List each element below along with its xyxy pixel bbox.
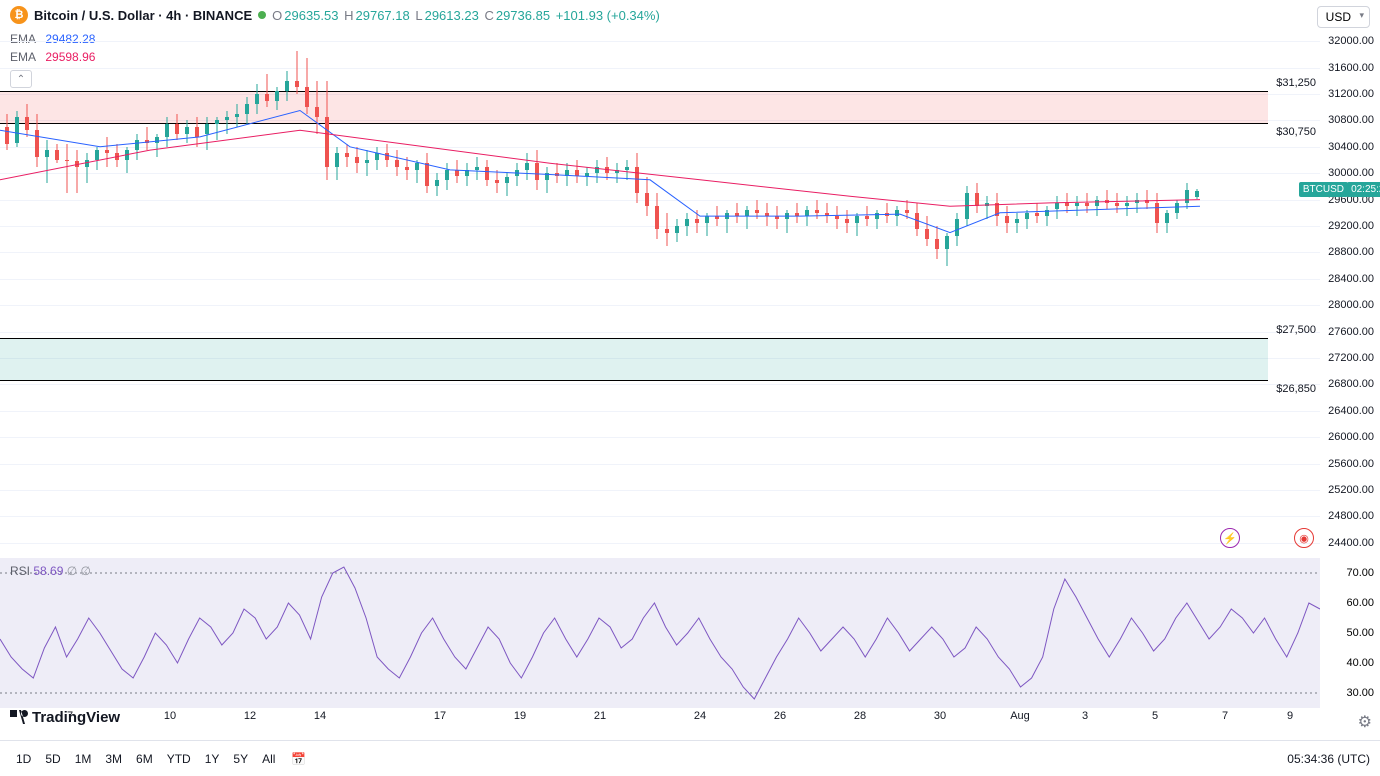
gridline xyxy=(0,68,1320,69)
price-tick: 31600.00 xyxy=(1328,62,1374,74)
gridline xyxy=(0,305,1320,306)
gridline xyxy=(0,490,1320,491)
price-axis[interactable]: 32000.00 31600.00 31200.00 30800.00 30400.00… xyxy=(1320,28,1380,556)
price-tick: 30000.00 xyxy=(1328,167,1374,179)
time-tick: 10 xyxy=(164,710,176,722)
flag-icon[interactable]: ◉ xyxy=(1294,528,1314,548)
timeframe-5D[interactable]: 5D xyxy=(39,748,66,770)
rsi-label[interactable]: RSI 58.69 ∅ ∅ xyxy=(10,564,91,578)
price-tick: 25200.00 xyxy=(1328,484,1374,496)
time-tick: 7 xyxy=(1222,710,1228,722)
time-tick: Aug xyxy=(1010,710,1030,722)
bitcoin-icon: ₿ xyxy=(10,6,28,24)
gridline xyxy=(0,252,1320,253)
calendar-icon[interactable]: 📅 xyxy=(291,752,306,766)
price-tick: 24800.00 xyxy=(1328,510,1374,522)
gridline xyxy=(0,516,1320,517)
price-tick: 26000.00 xyxy=(1328,431,1374,443)
support-top-label: $27,500 xyxy=(1276,324,1316,336)
countdown-badge: 02:25:24 xyxy=(1347,182,1380,197)
settings-icon[interactable]: ⚙ xyxy=(1358,712,1372,732)
market-status-dot xyxy=(258,11,266,19)
rsi-tick: 70.00 xyxy=(1346,567,1374,579)
price-tick: 29200.00 xyxy=(1328,220,1374,232)
support-zone xyxy=(0,338,1268,381)
price-tick: 27600.00 xyxy=(1328,326,1374,338)
ohlc-values: O29635.53 H29767.18 L29613.23 C29736.85 … xyxy=(272,8,662,23)
price-tick: 30800.00 xyxy=(1328,114,1374,126)
gridline xyxy=(0,464,1320,465)
time-tick: 14 xyxy=(314,710,326,722)
gridline xyxy=(0,543,1320,544)
time-tick: 28 xyxy=(854,710,866,722)
currency-select[interactable]: USD xyxy=(1317,6,1370,28)
gridline xyxy=(0,411,1320,412)
symbol-badge: BTCUSD xyxy=(1299,182,1348,197)
rsi-tick: 60.00 xyxy=(1346,597,1374,609)
gridline xyxy=(0,332,1320,333)
tradingview-logo: TradingView xyxy=(10,708,120,726)
price-tick: 26800.00 xyxy=(1328,378,1374,390)
price-chart[interactable]: $31,250 $30,750 $27,500 $26,850 ⚡ ◉ xyxy=(0,28,1320,556)
time-tick: 17 xyxy=(434,710,446,722)
resistance-zone xyxy=(0,91,1268,124)
time-tick: 19 xyxy=(514,710,526,722)
timeframe-1Y[interactable]: 1Y xyxy=(199,748,226,770)
time-tick: 26 xyxy=(774,710,786,722)
rsi-tick: 40.00 xyxy=(1346,657,1374,669)
price-tick: 27200.00 xyxy=(1328,352,1374,364)
price-tick: 30400.00 xyxy=(1328,141,1374,153)
timeframe-3M[interactable]: 3M xyxy=(99,748,128,770)
timeframe-1M[interactable]: 1M xyxy=(69,748,98,770)
price-tick: 26400.00 xyxy=(1328,405,1374,417)
rsi-tick: 30.00 xyxy=(1346,687,1374,699)
chart-header: ₿ Bitcoin / U.S. Dollar · 4h · BINANCE O… xyxy=(0,0,1380,30)
gridline xyxy=(0,437,1320,438)
gridline xyxy=(0,173,1320,174)
rsi-tick: 50.00 xyxy=(1346,627,1374,639)
rsi-axis[interactable]: 70.00 60.00 50.00 40.00 30.00 xyxy=(1320,558,1380,708)
time-tick: 24 xyxy=(694,710,706,722)
symbol-title[interactable]: Bitcoin / U.S. Dollar · 4h · BINANCE xyxy=(34,8,252,23)
price-tick: 32000.00 xyxy=(1328,35,1374,47)
gridline xyxy=(0,147,1320,148)
time-tick: 30 xyxy=(934,710,946,722)
gridline xyxy=(0,41,1320,42)
price-tick: 31200.00 xyxy=(1328,88,1374,100)
time-tick: 12 xyxy=(244,710,256,722)
gridline xyxy=(0,384,1320,385)
gridline xyxy=(0,200,1320,201)
resistance-bottom-label: $30,750 xyxy=(1276,126,1316,138)
resistance-top-label: $31,250 xyxy=(1276,77,1316,89)
time-tick: 9 xyxy=(1287,710,1293,722)
gridline xyxy=(0,226,1320,227)
timeframe-All[interactable]: All xyxy=(256,748,281,770)
timeframe-5Y[interactable]: 5Y xyxy=(227,748,254,770)
time-tick: 5 xyxy=(1152,710,1158,722)
price-tick: 28800.00 xyxy=(1328,246,1374,258)
timeframe-YTD[interactable]: YTD xyxy=(161,748,197,770)
price-tick: 28000.00 xyxy=(1328,299,1374,311)
clock: 05:34:36 (UTC) xyxy=(1287,752,1370,766)
lightning-icon[interactable]: ⚡ xyxy=(1220,528,1240,548)
time-tick: 21 xyxy=(594,710,606,722)
support-bottom-label: $26,850 xyxy=(1276,383,1316,395)
price-tick: 28400.00 xyxy=(1328,273,1374,285)
gridline xyxy=(0,279,1320,280)
time-tick: 3 xyxy=(1082,710,1088,722)
time-axis[interactable]: 710121417192124262830Aug3579 xyxy=(0,710,1320,734)
price-tick: 25600.00 xyxy=(1328,458,1374,470)
timeframe-6M[interactable]: 6M xyxy=(130,748,159,770)
price-tick: 24400.00 xyxy=(1328,537,1374,549)
timeframe-1D[interactable]: 1D xyxy=(10,748,37,770)
footer-toolbar: 1D5D1M3M6MYTD1Y5YAll 📅 05:34:36 (UTC) xyxy=(0,740,1380,776)
rsi-panel[interactable]: RSI 58.69 ∅ ∅ xyxy=(0,558,1320,708)
